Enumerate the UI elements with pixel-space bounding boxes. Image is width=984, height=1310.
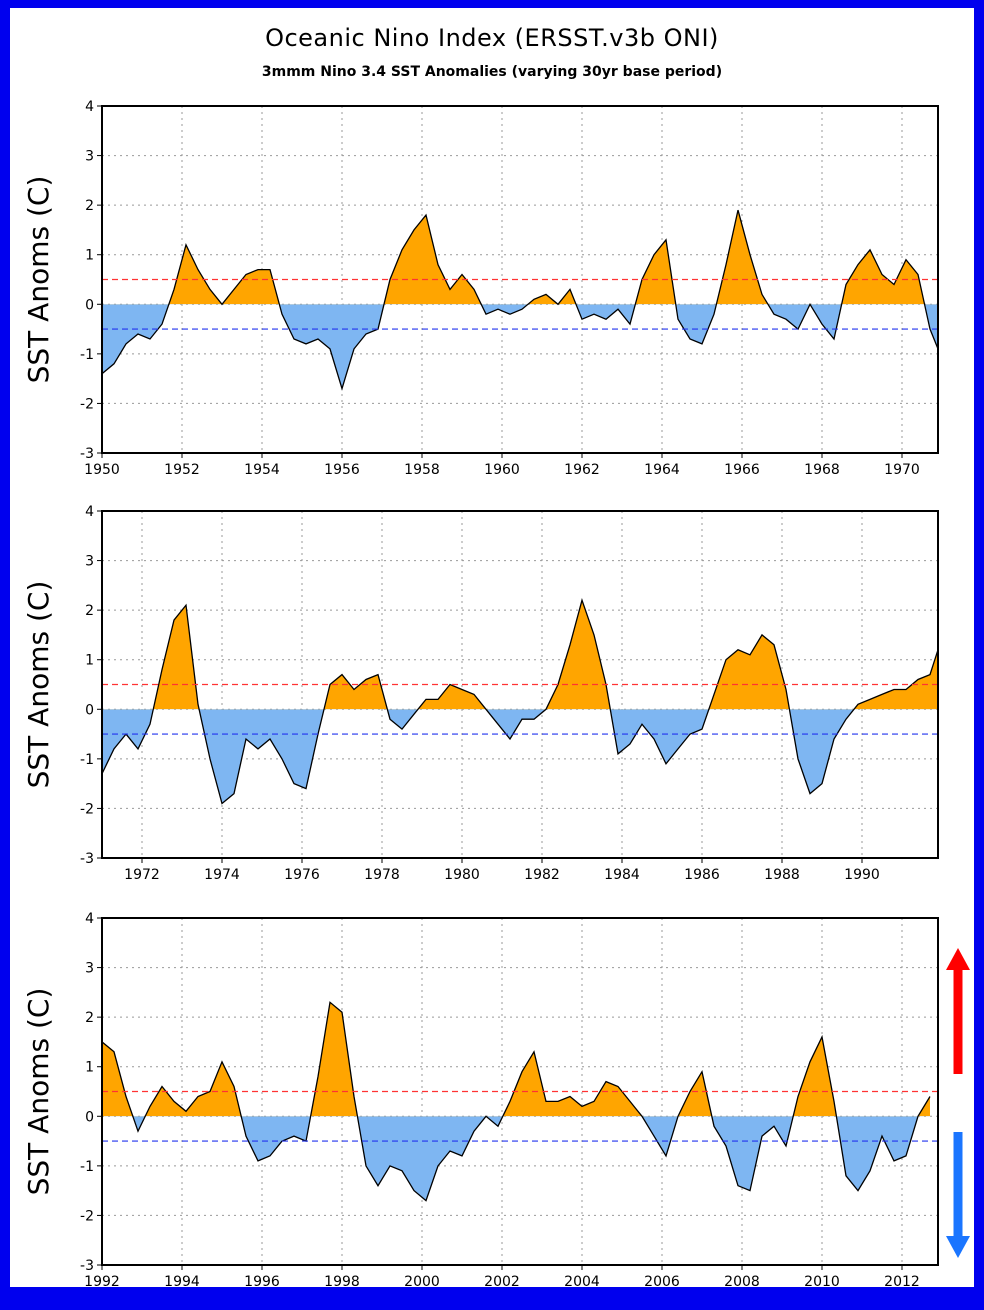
y-tick-label: 1: [85, 653, 94, 669]
warm-anomaly-area: [168, 210, 925, 305]
cool-anomaly-area: [102, 709, 938, 804]
x-tick-label: 1952: [164, 462, 200, 478]
x-tick-label: 2008: [724, 1274, 760, 1290]
x-tick-label: 1978: [364, 867, 400, 883]
x-tick-label: 1976: [284, 867, 320, 883]
plot-border: [101, 917, 939, 1266]
x-tick-label: 1986: [684, 867, 720, 883]
y-tick-label: 2: [85, 198, 94, 214]
y-tick-label: 4: [85, 99, 94, 115]
y-tick-label: 0: [85, 702, 94, 718]
x-tick-label: 1954: [244, 462, 280, 478]
x-tick-label: 1958: [404, 462, 440, 478]
warm-anomaly-area: [102, 1002, 930, 1117]
x-tick-label: 2006: [644, 1274, 680, 1290]
x-tick-label: 2000: [404, 1274, 440, 1290]
panel-1992-2012: -3 -2 -1 0 1 2 3 4 1992 1994 1996 1998 2000 2002 2004 2…: [22, 911, 939, 1290]
y-tick-label: -3: [80, 1258, 94, 1274]
grid: [101, 918, 938, 1265]
x-tick-label: 2012: [884, 1274, 920, 1290]
y-tick-label: 4: [85, 911, 94, 927]
x-tick-label: 1950: [84, 462, 120, 478]
y-tick-label: 2: [85, 603, 94, 619]
chart-title: Oceanic Nino Index (ERSST.v3b ONI): [265, 24, 719, 52]
y-tick-label: 3: [85, 149, 94, 165]
y-tick-label: 1: [85, 248, 94, 264]
x-tick-label: 1990: [844, 867, 880, 883]
y-tick-label: -2: [80, 801, 94, 817]
y-tick-label: -1: [80, 347, 94, 363]
panel-1971-1991: -3 -2 -1 0 1 2 3 4 1972 1974 1976 1978 1980 1982 1984 1…: [22, 504, 939, 883]
y-tick-label: -1: [80, 752, 94, 768]
y-tick-label: -3: [80, 851, 94, 867]
y-tick-label: 2: [85, 1010, 94, 1026]
x-tick-label: 1974: [204, 867, 240, 883]
x-tick-label: 1966: [724, 462, 760, 478]
x-tick-label: 2002: [484, 1274, 520, 1290]
y-tick-label: -2: [80, 1208, 94, 1224]
y-tick-label: 0: [85, 1109, 94, 1125]
x-tick-label: 1992: [84, 1274, 120, 1290]
y-tick-label: 3: [85, 554, 94, 570]
plot-border: [101, 105, 939, 454]
y-tick-label: -3: [80, 446, 94, 462]
cool-anomaly-area: [102, 304, 938, 389]
x-tick-label: 1982: [524, 867, 560, 883]
x-tick-label: 1988: [764, 867, 800, 883]
x-tick-label: 1972: [124, 867, 160, 883]
x-tick-label: 1980: [444, 867, 480, 883]
x-tick-label: 1970: [884, 462, 920, 478]
warm-anomaly-area: [153, 600, 938, 710]
x-tick-label: 1996: [244, 1274, 280, 1290]
y-tick-label: -1: [80, 1159, 94, 1175]
panel-1950-1970: -3 -2 -1 0 1 2 3 4 1950 1952 1954 1956 1958 1960 1962 1…: [22, 99, 939, 478]
y-axis-label: SST Anoms (C): [22, 176, 55, 384]
y-tick-label: 0: [85, 297, 94, 313]
y-tick-label: -2: [80, 396, 94, 412]
chart-frame: Oceanic Nino Index (ERSST.v3b ONI) 3mmm …: [10, 8, 974, 1290]
y-axis-label: SST Anoms (C): [22, 988, 55, 1196]
chart-subtitle: 3mmm Nino 3.4 SST Anomalies (varying 30y…: [261, 64, 723, 80]
x-tick-label: 1962: [564, 462, 600, 478]
y-tick-label: 3: [85, 961, 94, 977]
y-tick-label: 1: [85, 1060, 94, 1076]
x-tick-label: 1968: [804, 462, 840, 478]
x-tick-label: 1984: [604, 867, 640, 883]
x-tick-label: 2004: [564, 1274, 600, 1290]
y-tick-label: 4: [85, 504, 94, 520]
cool-anomaly-area: [102, 1116, 930, 1201]
x-tick-label: 1956: [324, 462, 360, 478]
x-tick-label: 1960: [484, 462, 520, 478]
x-tick-label: 1964: [644, 462, 680, 478]
oni-series-line: [102, 1001, 931, 1202]
y-axis-label: SST Anoms (C): [22, 581, 55, 789]
x-tick-label: 1994: [164, 1274, 200, 1290]
plot-border: [101, 510, 939, 859]
oni-series-line: [102, 597, 938, 805]
x-tick-label: 1998: [324, 1274, 360, 1290]
x-tick-label: 2010: [804, 1274, 840, 1290]
